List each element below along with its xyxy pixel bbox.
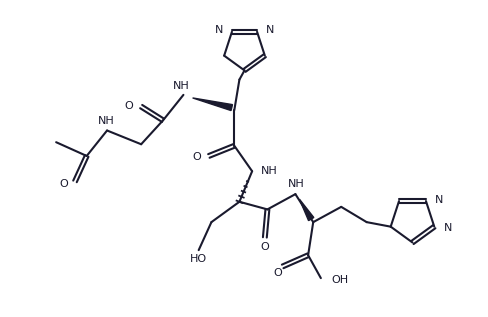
- Text: HO: HO: [190, 254, 207, 264]
- Text: NH: NH: [261, 166, 278, 176]
- Text: N: N: [443, 223, 451, 233]
- Text: NH: NH: [98, 116, 114, 126]
- Text: N: N: [214, 25, 223, 35]
- Text: N: N: [434, 195, 443, 204]
- Text: NH: NH: [287, 179, 304, 189]
- Text: O: O: [59, 179, 68, 189]
- Text: O: O: [260, 242, 269, 252]
- Text: OH: OH: [330, 275, 347, 285]
- Polygon shape: [299, 199, 313, 221]
- Text: NH: NH: [172, 81, 189, 91]
- Polygon shape: [192, 98, 232, 111]
- Text: O: O: [273, 268, 282, 277]
- Text: N: N: [265, 25, 274, 35]
- Text: O: O: [124, 100, 133, 111]
- Text: O: O: [192, 152, 201, 162]
